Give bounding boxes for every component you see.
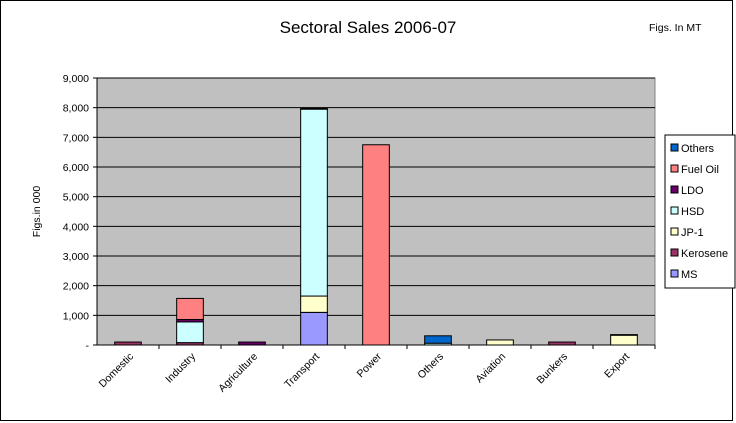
x-tick-label: Power (355, 350, 385, 380)
x-tick-label: Export (602, 351, 632, 381)
y-tick-label: 5,000 (63, 192, 89, 204)
bar-segment (300, 108, 328, 297)
bar-segment (362, 144, 390, 346)
x-tick-label: Agriculture (216, 351, 260, 395)
legend-label: LDO (681, 185, 704, 197)
legend-label: MS (681, 269, 698, 281)
legend-label: Others (681, 143, 715, 155)
legend-label: HSD (681, 206, 704, 218)
bar-segment (610, 334, 638, 346)
legend-swatch (670, 206, 679, 215)
x-tick-label: Bunkers (534, 351, 570, 387)
y-tick-label: 9,000 (63, 73, 89, 85)
legend-swatch (670, 248, 679, 257)
legend-swatch (670, 227, 679, 236)
bar-segment (300, 295, 328, 313)
y-tick-label: 3,000 (63, 251, 89, 263)
y-tick-label: 8,000 (63, 103, 89, 115)
legend-label: JP-1 (681, 227, 704, 239)
units-note: Figs. In MT (649, 22, 702, 34)
x-tick-label: Domestic (97, 351, 136, 390)
bar-segment (424, 335, 452, 344)
bar-segment (300, 107, 328, 110)
legend-swatch (670, 143, 679, 152)
chart-title: Sectoral Sales 2006-07 (279, 18, 457, 37)
bar-segment (176, 297, 204, 320)
legend-swatch (670, 185, 679, 194)
x-tick-label: Others (415, 351, 446, 382)
x-tick-label: Industry (163, 350, 198, 385)
bar-segment (300, 311, 328, 346)
bar-segment (176, 321, 204, 344)
bar-segment (610, 334, 638, 336)
bar-segment (114, 341, 142, 346)
legend-swatch (670, 164, 679, 173)
legend-swatch (670, 269, 679, 278)
y-axis-label: Figs.in 000 (31, 186, 43, 238)
y-tick-label: 1,000 (63, 310, 89, 322)
bar-segment (486, 339, 514, 346)
x-tick-label: Aviation (473, 351, 508, 386)
y-tick-label: 6,000 (63, 162, 89, 174)
bar-segment (548, 341, 576, 346)
y-tick-label: - (86, 340, 90, 352)
bar-segment (238, 341, 266, 346)
y-tick-label: 4,000 (63, 221, 89, 233)
y-tick-label: 2,000 (63, 281, 89, 293)
x-tick-label: Transport (282, 351, 322, 391)
y-tick-label: 7,000 (63, 132, 89, 144)
legend-label: Fuel Oil (681, 164, 719, 176)
legend-label: Kerosene (681, 248, 728, 260)
